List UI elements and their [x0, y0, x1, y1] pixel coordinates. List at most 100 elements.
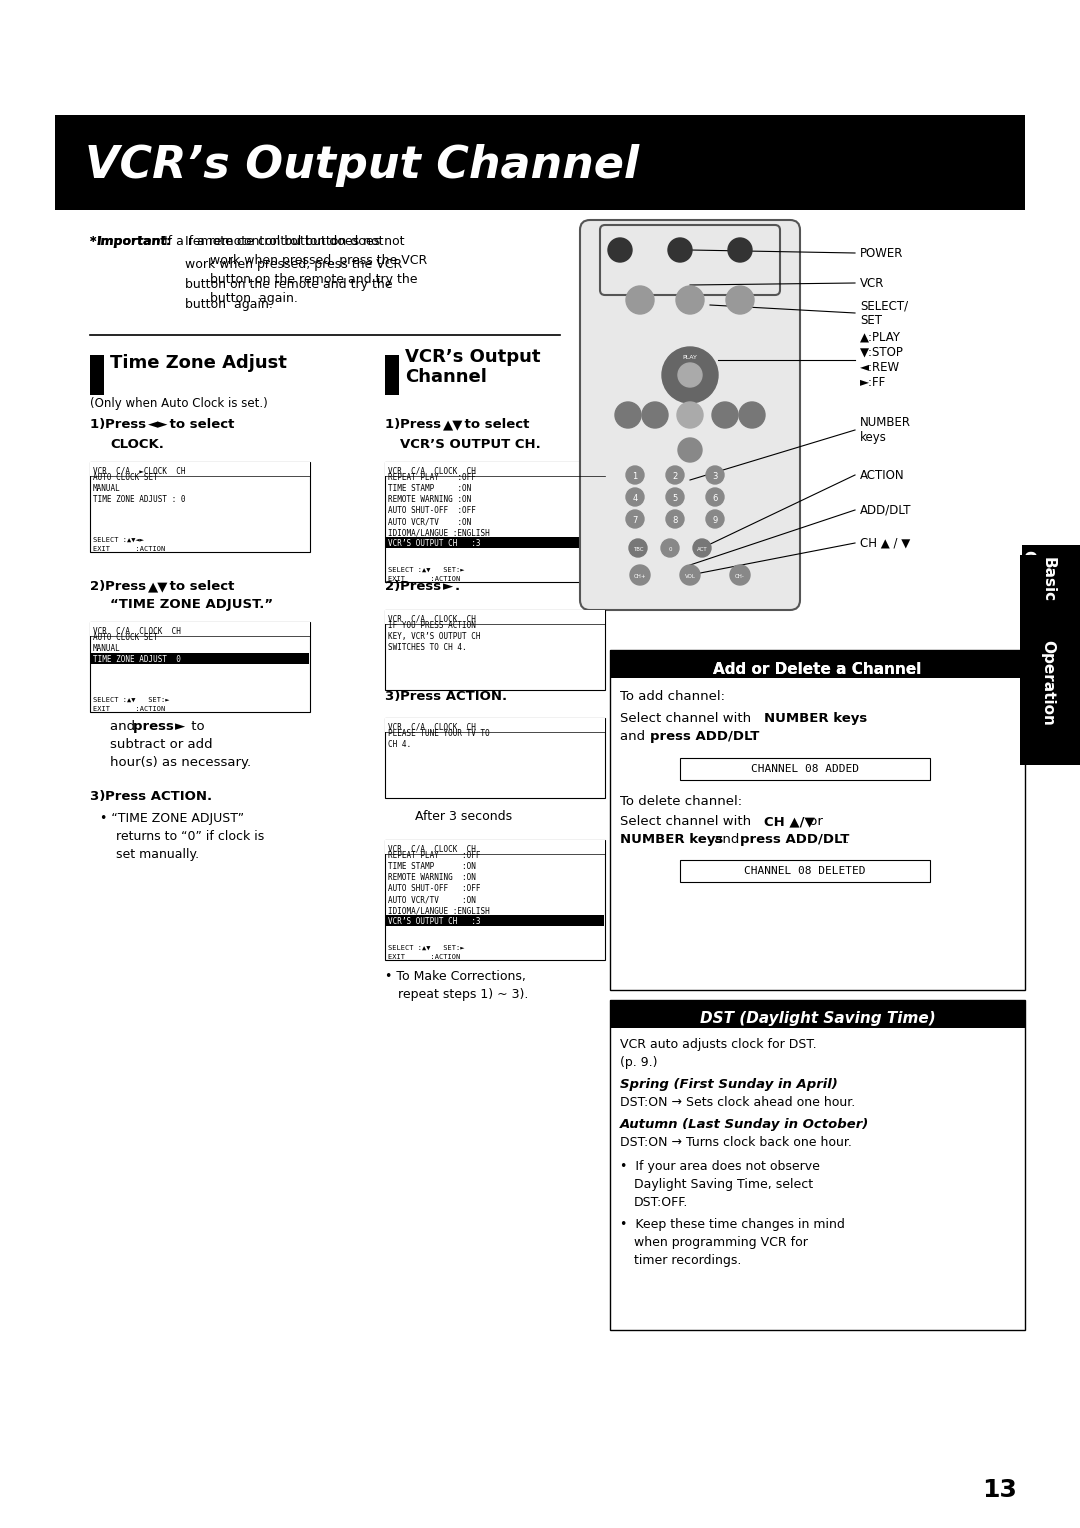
- Circle shape: [669, 238, 692, 261]
- Text: STOP: STOP: [683, 449, 697, 454]
- Text: Press: Press: [105, 419, 151, 431]
- Text: 2): 2): [384, 581, 405, 593]
- Text: •  Keep these time changes in mind: • Keep these time changes in mind: [620, 1218, 845, 1232]
- Text: •  If your area does not observe: • If your area does not observe: [620, 1160, 820, 1174]
- Text: 3): 3): [384, 691, 405, 703]
- Text: CH 4.: CH 4.: [388, 740, 411, 749]
- Text: KEY, VCR’S OUTPUT CH: KEY, VCR’S OUTPUT CH: [388, 633, 481, 642]
- Text: VCR’s Output Channel: VCR’s Output Channel: [85, 144, 639, 186]
- Text: to select: to select: [460, 419, 529, 431]
- FancyBboxPatch shape: [384, 461, 605, 477]
- Text: Select channel with: Select channel with: [620, 814, 755, 828]
- Circle shape: [706, 466, 724, 484]
- Text: AUTO VCR/TV     :ON: AUTO VCR/TV :ON: [388, 895, 476, 905]
- Circle shape: [706, 487, 724, 506]
- Text: Press ACTION.: Press ACTION.: [105, 790, 212, 804]
- Circle shape: [661, 539, 679, 558]
- Text: ACTION: ACTION: [860, 469, 905, 481]
- Bar: [90, 354, 104, 396]
- Text: 9: 9: [713, 515, 717, 524]
- Text: 1): 1): [384, 419, 405, 431]
- Text: Important:: Important:: [97, 235, 172, 248]
- Text: PWR: PWR: [613, 249, 626, 254]
- FancyBboxPatch shape: [610, 649, 1025, 678]
- Text: Spring (First Sunday in April): Spring (First Sunday in April): [620, 1077, 838, 1091]
- Text: set manually.: set manually.: [116, 848, 199, 860]
- Text: button on the remote and try the: button on the remote and try the: [210, 274, 418, 286]
- Text: subtract or add: subtract or add: [110, 738, 213, 750]
- Text: REMOTE WARNING :ON: REMOTE WARNING :ON: [388, 495, 471, 504]
- Text: 1: 1: [633, 472, 637, 480]
- Text: • “TIME ZONE ADJUST”: • “TIME ZONE ADJUST”: [100, 811, 244, 825]
- FancyBboxPatch shape: [384, 461, 605, 582]
- FancyBboxPatch shape: [90, 461, 310, 552]
- Text: MANUAL: MANUAL: [93, 484, 121, 494]
- Text: CH+: CH+: [634, 573, 646, 579]
- Circle shape: [739, 402, 765, 428]
- Text: press: press: [133, 720, 178, 733]
- Text: SELECT/
SET: SELECT/ SET: [860, 299, 908, 327]
- Text: REPEAT PLAY    :OFF: REPEAT PLAY :OFF: [388, 474, 476, 481]
- Text: VCR’s Output: VCR’s Output: [405, 348, 540, 367]
- Text: CH ▲ / ▼: CH ▲ / ▼: [860, 536, 910, 550]
- Text: DST:ON → Sets clock ahead one hour.: DST:ON → Sets clock ahead one hour.: [620, 1096, 855, 1109]
- Text: CHANNEL 08 ADDED: CHANNEL 08 ADDED: [751, 764, 859, 775]
- Text: 2: 2: [673, 472, 677, 480]
- Text: press ADD/DLT: press ADD/DLT: [650, 730, 759, 743]
- Text: NUMBER
keys: NUMBER keys: [860, 416, 912, 445]
- Text: Add or Delete a Channel: Add or Delete a Channel: [713, 662, 921, 677]
- Text: VCR  C/A  CLOCK  CH: VCR C/A CLOCK CH: [388, 723, 476, 730]
- Text: and: and: [710, 833, 744, 847]
- Text: ◄►: ◄►: [148, 419, 168, 431]
- Text: VCR’S OUTPUT CH   :3: VCR’S OUTPUT CH :3: [388, 539, 481, 549]
- Text: ACT: ACT: [697, 547, 707, 552]
- Text: 5: 5: [673, 494, 677, 503]
- FancyBboxPatch shape: [90, 622, 310, 712]
- Text: and: and: [110, 720, 139, 733]
- Circle shape: [626, 286, 654, 313]
- Text: VCR’S OUTPUT CH   :3: VCR’S OUTPUT CH :3: [388, 917, 481, 926]
- FancyBboxPatch shape: [610, 649, 1025, 678]
- Circle shape: [626, 487, 644, 506]
- FancyBboxPatch shape: [384, 718, 605, 798]
- Text: EXIT      :ACTION: EXIT :ACTION: [388, 576, 460, 582]
- Circle shape: [629, 539, 647, 558]
- Text: FWD: FWD: [746, 414, 758, 419]
- FancyBboxPatch shape: [384, 840, 605, 960]
- Text: REPEAT PLAY     :OFF: REPEAT PLAY :OFF: [388, 851, 481, 860]
- Text: timer recordings.: timer recordings.: [634, 1254, 741, 1267]
- Text: VCR  C/A  CLOCK  CH: VCR C/A CLOCK CH: [388, 466, 476, 475]
- Text: CHANNEL 08 DELETED: CHANNEL 08 DELETED: [744, 866, 866, 876]
- Text: .: .: [750, 730, 753, 743]
- Text: VCR’S OUTPUT CH.: VCR’S OUTPUT CH.: [400, 439, 541, 451]
- FancyBboxPatch shape: [610, 999, 1025, 1028]
- Text: or: or: [805, 814, 823, 828]
- Text: DST (Daylight Saving Time): DST (Daylight Saving Time): [700, 1012, 935, 1027]
- Text: BACK: BACK: [648, 414, 662, 419]
- Text: EXIT      :ACTION: EXIT :ACTION: [93, 706, 165, 712]
- FancyBboxPatch shape: [600, 225, 780, 295]
- Text: to: to: [187, 720, 204, 733]
- Text: To delete channel:: To delete channel:: [620, 795, 742, 808]
- FancyBboxPatch shape: [384, 840, 605, 854]
- Text: Autumn (Last Sunday in October): Autumn (Last Sunday in October): [620, 1118, 869, 1131]
- Text: NUMBER keys: NUMBER keys: [620, 833, 724, 847]
- Text: REW: REW: [622, 414, 634, 419]
- Circle shape: [642, 402, 669, 428]
- Circle shape: [680, 565, 700, 585]
- Text: VOL: VOL: [685, 573, 696, 579]
- Text: Press: Press: [400, 419, 446, 431]
- Circle shape: [666, 487, 684, 506]
- Text: AUTO CLOCK SET: AUTO CLOCK SET: [93, 474, 158, 481]
- Circle shape: [706, 510, 724, 529]
- Text: DST:OFF.: DST:OFF.: [634, 1196, 688, 1209]
- Text: Channel: Channel: [405, 368, 487, 387]
- FancyBboxPatch shape: [610, 999, 1025, 1329]
- FancyBboxPatch shape: [90, 622, 310, 636]
- Text: LGT: LGT: [734, 249, 745, 254]
- Text: FF: FF: [723, 414, 728, 419]
- Circle shape: [666, 510, 684, 529]
- Text: SELECT :▲▼   SET:►: SELECT :▲▼ SET:►: [388, 944, 464, 950]
- Circle shape: [626, 510, 644, 529]
- Text: AUTO SHUT-OFF  :OFF: AUTO SHUT-OFF :OFF: [388, 506, 476, 515]
